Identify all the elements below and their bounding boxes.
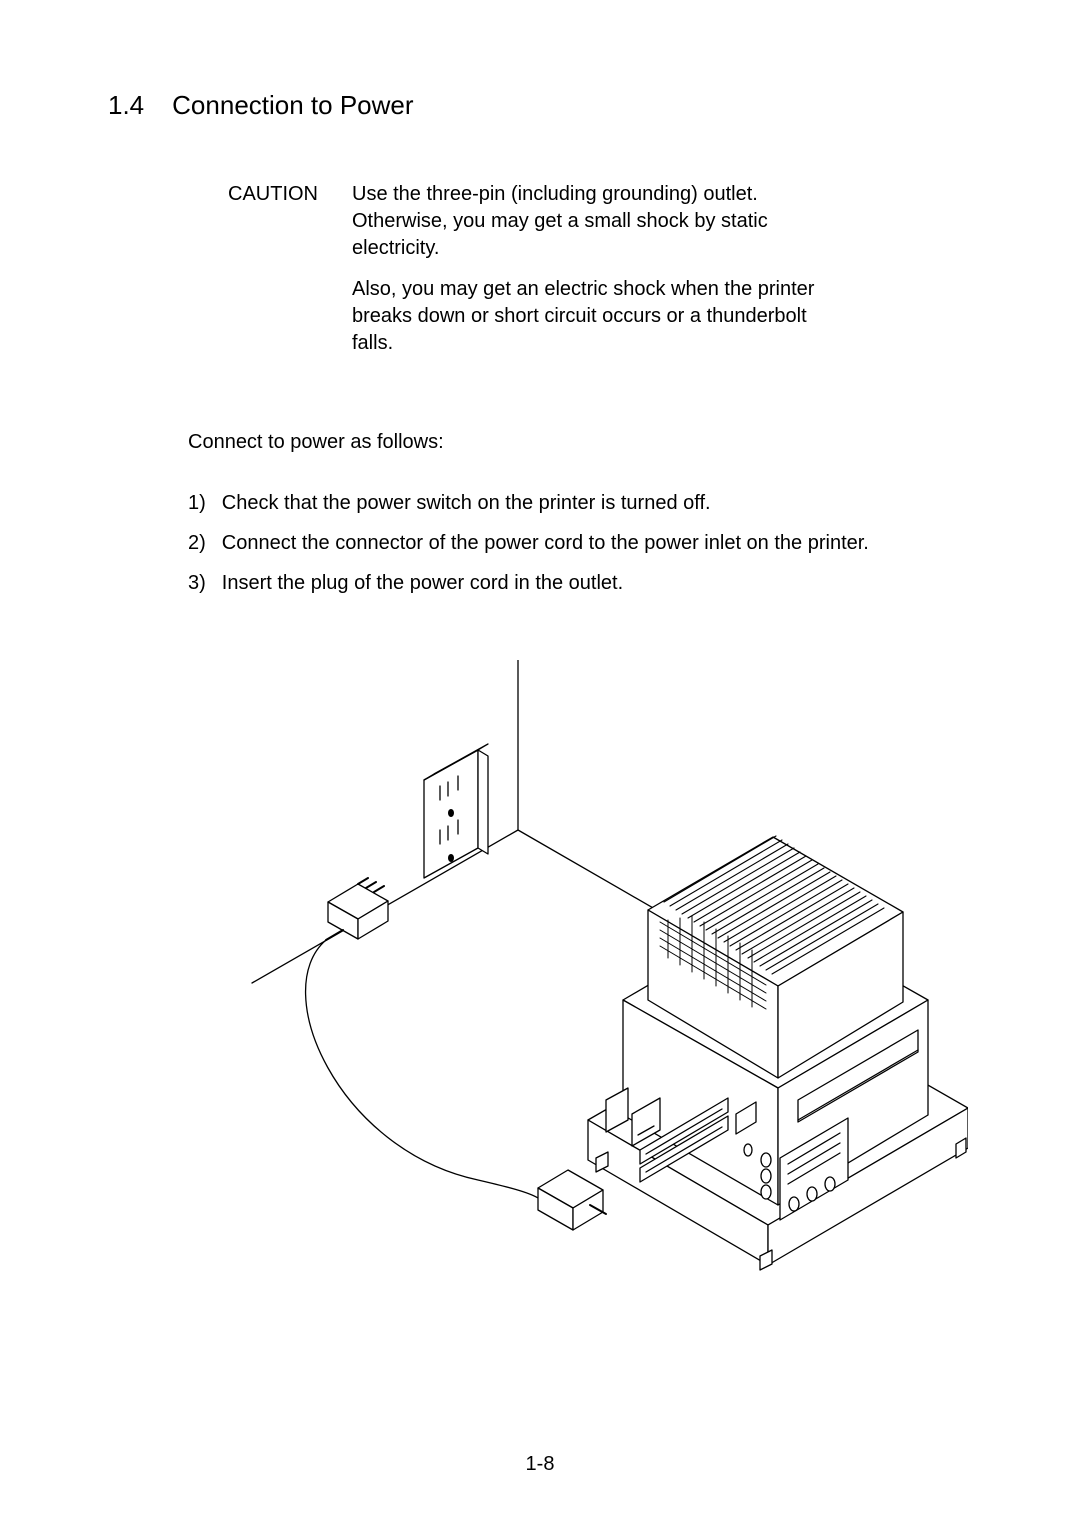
section-title: Connection to Power: [172, 90, 413, 121]
caution-text: Use the three-pin (including grounding) …: [352, 181, 842, 371]
step-1: 1) Check that the power switch on the pr…: [188, 486, 972, 520]
page-number: 1-8: [0, 1453, 1080, 1476]
step-2: 2) Connect the connector of the power co…: [188, 526, 972, 560]
section-number: 1.4: [108, 90, 144, 121]
caution-para-1: Use the three-pin (including grounding) …: [352, 181, 842, 262]
steps-list: 1) Check that the power switch on the pr…: [188, 486, 972, 600]
printer-diagram-svg: [208, 660, 968, 1300]
step-2-num: 2): [188, 526, 206, 560]
printer-connection-figure: [208, 660, 972, 1300]
step-3-num: 3): [188, 566, 206, 600]
step-1-num: 1): [188, 486, 206, 520]
step-3-text: Insert the plug of the power cord in the…: [222, 566, 623, 600]
step-1-text: Check that the power switch on the print…: [222, 486, 711, 520]
caution-label: CAUTION: [228, 181, 318, 371]
step-3: 3) Insert the plug of the power cord in …: [188, 566, 972, 600]
caution-para-2: Also, you may get an electric shock when…: [352, 276, 842, 357]
section-heading: 1.4 Connection to Power: [108, 90, 972, 121]
intro-text: Connect to power as follows:: [188, 431, 972, 454]
caution-block: CAUTION Use the three-pin (including gro…: [228, 181, 972, 371]
step-2-text: Connect the connector of the power cord …: [222, 526, 869, 560]
